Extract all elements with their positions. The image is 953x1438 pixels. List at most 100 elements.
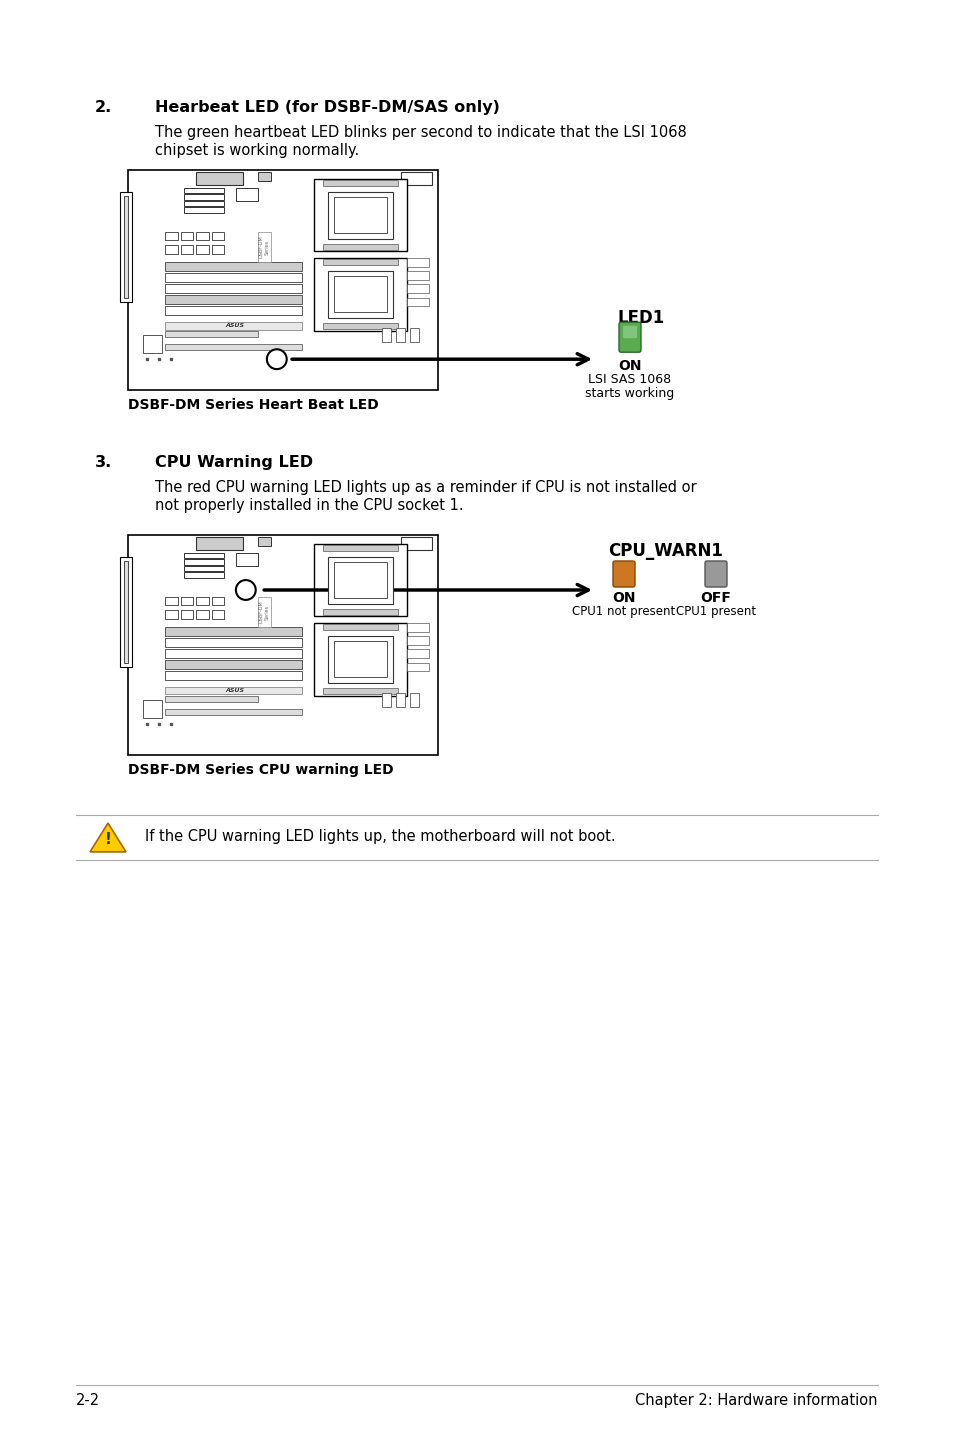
Bar: [128, 170, 437, 390]
Text: ASUS: ASUS: [225, 324, 244, 328]
Bar: [314, 623, 407, 696]
Text: ASUS: ASUS: [225, 689, 244, 693]
Bar: [165, 696, 258, 702]
Bar: [184, 565, 224, 571]
Bar: [258, 173, 271, 181]
Bar: [180, 610, 193, 618]
Bar: [165, 232, 177, 240]
Bar: [407, 272, 428, 280]
Bar: [407, 663, 428, 672]
Text: LSI SAS 1068: LSI SAS 1068: [588, 374, 671, 387]
Bar: [184, 559, 224, 565]
Bar: [184, 552, 224, 558]
Bar: [184, 194, 224, 200]
Bar: [314, 257, 407, 331]
Text: OFF: OFF: [700, 591, 731, 605]
Bar: [410, 693, 419, 706]
Bar: [196, 232, 209, 240]
Bar: [165, 672, 301, 680]
FancyBboxPatch shape: [704, 561, 726, 587]
Text: chipset is working normally.: chipset is working normally.: [154, 142, 359, 158]
Bar: [196, 536, 242, 551]
Text: The green heartbeat LED blinks per second to indicate that the LSI 1068: The green heartbeat LED blinks per secon…: [154, 125, 686, 139]
Bar: [258, 232, 271, 262]
Bar: [165, 306, 301, 315]
Text: not properly installed in the CPU socket 1.: not properly installed in the CPU socket…: [154, 498, 463, 513]
Text: ON: ON: [618, 360, 641, 374]
Text: The red CPU warning LED lights up as a reminder if CPU is not installed or: The red CPU warning LED lights up as a r…: [154, 480, 696, 495]
Bar: [407, 623, 428, 631]
Bar: [382, 693, 391, 706]
Bar: [165, 244, 177, 253]
Bar: [124, 561, 128, 663]
Bar: [165, 295, 301, 303]
Bar: [143, 335, 162, 352]
Bar: [400, 536, 432, 551]
Bar: [165, 610, 177, 618]
Bar: [328, 557, 393, 604]
Bar: [184, 200, 224, 206]
Bar: [395, 328, 405, 342]
Text: !: !: [105, 833, 112, 847]
Bar: [407, 650, 428, 659]
Circle shape: [235, 580, 255, 600]
Bar: [184, 187, 224, 193]
Text: 2-2: 2-2: [76, 1393, 100, 1408]
Text: 2.: 2.: [95, 101, 112, 115]
Bar: [196, 244, 209, 253]
Bar: [143, 700, 162, 718]
Bar: [165, 660, 301, 669]
Bar: [128, 535, 437, 755]
Bar: [395, 693, 405, 706]
Text: ON: ON: [612, 591, 635, 605]
Bar: [323, 324, 397, 329]
Bar: [258, 597, 271, 627]
Bar: [328, 191, 393, 239]
FancyBboxPatch shape: [622, 326, 637, 338]
Bar: [323, 689, 397, 695]
Text: Chapter 2: Hardware information: Chapter 2: Hardware information: [635, 1393, 877, 1408]
Circle shape: [267, 349, 287, 370]
Text: DSBF-DM Series CPU warning LED: DSBF-DM Series CPU warning LED: [128, 764, 394, 777]
Bar: [335, 197, 386, 233]
Bar: [323, 610, 397, 615]
Bar: [120, 193, 132, 302]
Bar: [323, 259, 397, 265]
Bar: [212, 232, 224, 240]
Bar: [196, 173, 242, 186]
Bar: [165, 262, 301, 270]
Bar: [410, 328, 419, 342]
Bar: [180, 244, 193, 253]
Bar: [165, 331, 258, 336]
Text: Hearbeat LED (for DSBF-DM/SAS only): Hearbeat LED (for DSBF-DM/SAS only): [154, 101, 499, 115]
Bar: [258, 536, 271, 546]
Bar: [323, 624, 397, 630]
Bar: [212, 597, 224, 605]
Bar: [323, 244, 397, 250]
Bar: [236, 187, 258, 201]
Text: CPU1 present: CPU1 present: [676, 605, 756, 618]
Text: CPU Warning LED: CPU Warning LED: [154, 454, 313, 470]
Bar: [124, 197, 128, 298]
Bar: [335, 562, 386, 598]
Bar: [382, 328, 391, 342]
Bar: [165, 273, 301, 282]
Bar: [165, 638, 301, 647]
Text: CPU1 not present: CPU1 not present: [572, 605, 675, 618]
Bar: [323, 180, 397, 186]
Text: 3.: 3.: [95, 454, 112, 470]
Bar: [400, 173, 432, 186]
Bar: [335, 276, 386, 312]
Bar: [165, 687, 301, 695]
FancyBboxPatch shape: [613, 561, 635, 587]
Bar: [196, 610, 209, 618]
Bar: [196, 597, 209, 605]
Bar: [335, 641, 386, 677]
Text: DSBF-DM
Series: DSBF-DM Series: [258, 601, 270, 624]
Bar: [165, 709, 301, 715]
Bar: [165, 627, 301, 636]
Bar: [165, 285, 301, 293]
Bar: [328, 272, 393, 318]
Bar: [236, 552, 258, 565]
Bar: [165, 650, 301, 657]
